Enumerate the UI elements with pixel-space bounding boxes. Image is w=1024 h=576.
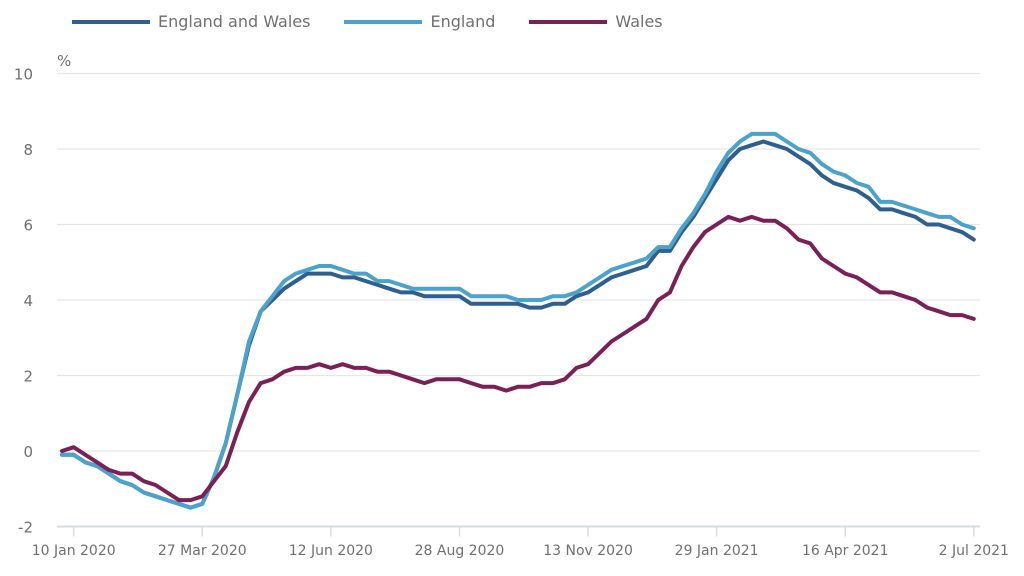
legend-label: England	[430, 12, 496, 31]
y-axis: -2 0 2 4 6 8 10	[14, 66, 33, 537]
series-line-england	[60, 131, 976, 510]
y-tick-label: 0	[23, 443, 33, 461]
x-axis: 10 Jan 2020 27 Mar 2020 12 Jun 2020 28 Aug …	[32, 526, 1009, 559]
x-tick-label: 2 Jul 2021	[939, 543, 1009, 559]
series-line-england-and-wales	[60, 139, 976, 510]
legend-label: Wales	[615, 12, 663, 31]
y-tick-label: 6	[23, 217, 33, 235]
series-lines	[60, 131, 976, 510]
legend-swatch-england	[344, 19, 423, 24]
gridlines	[57, 72, 980, 528]
y-tick-label: 4	[23, 292, 33, 310]
y-tick-label: 8	[23, 141, 33, 159]
x-tick-label: 13 Nov 2020	[543, 543, 633, 559]
legend-swatch-england-and-wales	[72, 19, 150, 24]
legend: England and Wales England Wales	[72, 12, 697, 31]
x-tick-label: 10 Jan 2020	[32, 543, 116, 559]
y-axis-unit-label: %	[57, 52, 71, 70]
x-tick-label: 16 Apr 2021	[802, 543, 889, 559]
y-tick-label: 2	[23, 368, 33, 386]
x-tick-label: 29 Jan 2021	[675, 543, 759, 559]
y-tick-label: 10	[14, 66, 33, 84]
series-line-wales	[60, 214, 976, 503]
x-tick-label: 12 Jun 2020	[289, 543, 373, 559]
y-tick-label: -2	[18, 519, 33, 537]
legend-swatch-wales	[529, 19, 608, 24]
x-tick-label: 28 Aug 2020	[415, 543, 505, 559]
legend-item-wales[interactable]: Wales	[529, 12, 663, 31]
legend-label: England and Wales	[158, 12, 311, 31]
legend-item-england-and-wales[interactable]: England and Wales	[72, 12, 310, 31]
x-tick-label: 27 Mar 2020	[158, 543, 247, 559]
legend-item-england[interactable]: England	[344, 12, 495, 31]
